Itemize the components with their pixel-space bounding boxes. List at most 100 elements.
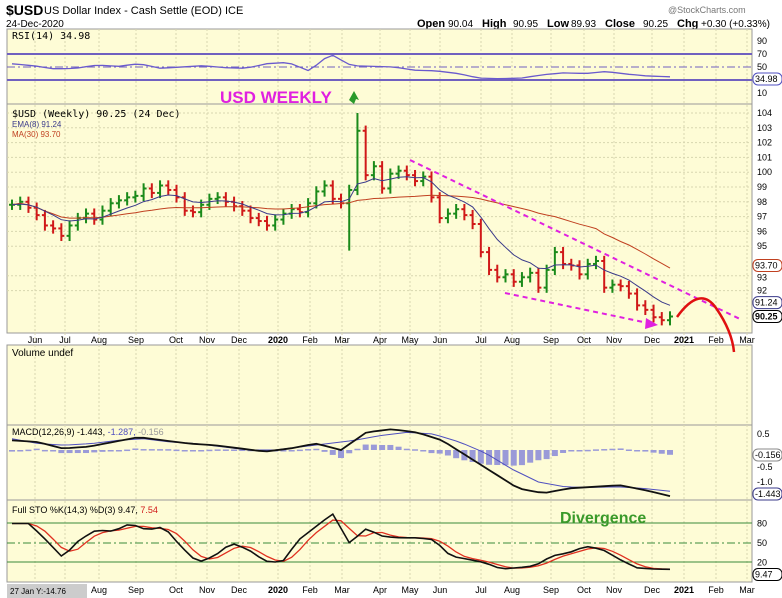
macd-histogram-bar xyxy=(33,448,40,451)
macd-histogram-bar xyxy=(667,450,673,455)
macd-histogram-bar xyxy=(494,450,501,465)
ohlc-bar xyxy=(148,183,155,199)
bottom-x-tick: Nov xyxy=(606,585,623,595)
macd-histogram-bar xyxy=(576,450,583,452)
rsi-tag: 34.98 xyxy=(755,74,778,84)
price-x-tick: 2020 xyxy=(268,335,288,345)
bottom-x-tick: Mar xyxy=(739,585,755,595)
ohlc-bar xyxy=(329,180,336,205)
sto-d-line xyxy=(12,519,671,570)
ohlc-bar xyxy=(91,208,98,225)
ema-label: EMA(8) 91.24 xyxy=(12,120,62,129)
axes: Jun Jul AugAugSepSepOctOctNovNovDecDec2020… xyxy=(7,36,782,598)
ohlc-bar xyxy=(107,198,114,216)
macd-y-tick: -1.0 xyxy=(757,477,773,487)
macd-histogram-bar xyxy=(17,450,24,452)
ohlc-bar xyxy=(650,304,657,323)
macd-histogram-bar xyxy=(288,450,295,452)
ohlc-bar xyxy=(634,288,641,311)
macd-histogram-bar xyxy=(338,450,344,458)
ohlc-bar xyxy=(518,272,525,287)
ohlc-bar xyxy=(494,264,501,283)
ohlc-key: Open xyxy=(417,18,445,30)
ohlc-bar xyxy=(420,171,427,187)
macd-histogram-bar xyxy=(58,450,65,454)
ohlc-bar xyxy=(461,204,468,221)
green-arrow-icon xyxy=(349,91,359,104)
macd-label-text: MACD(12,26,9) xyxy=(12,427,75,437)
macd-histogram-bar xyxy=(617,448,624,450)
bottom-x-tick: Jun xyxy=(433,585,448,595)
macd-value: -1.443, xyxy=(77,427,105,437)
rsi-tag-box xyxy=(752,72,782,86)
sto-tag: 9.47 xyxy=(755,570,773,580)
usd-weekly-annotation: USD WEEKLY xyxy=(220,88,332,107)
upper-trendline xyxy=(409,159,743,321)
ma-label: MA(30) 93.70 xyxy=(12,130,61,139)
macd-histogram-bar xyxy=(173,449,180,452)
price-x-tick: Jul xyxy=(59,335,71,345)
macd-histogram-bar xyxy=(74,450,81,454)
price-x-tick: Sep xyxy=(128,335,144,345)
ohlc-bar xyxy=(486,246,493,276)
magenta-arrowhead-icon xyxy=(645,318,658,329)
ema8-line xyxy=(11,176,671,306)
price-x-tick: Mar xyxy=(739,335,755,345)
macd-label: MACD(12,26,9) -1.443, -1.287, -0.156 xyxy=(12,427,164,437)
macd-histogram-bar xyxy=(584,449,591,452)
ohlc-bar xyxy=(428,171,435,203)
ohlc-bar xyxy=(584,258,591,280)
macd-histogram-bar xyxy=(453,450,460,459)
bottom-x-tick: Sep xyxy=(128,585,144,595)
macd-histogram-bar xyxy=(157,449,164,451)
price-x-tick: Jul xyxy=(475,335,487,345)
price-x-tick: Nov xyxy=(199,335,216,345)
macd-histogram-bar xyxy=(9,450,15,452)
ohlc-bar xyxy=(255,212,262,227)
rsi-y-tick: 90 xyxy=(757,36,767,46)
ohlc-bar xyxy=(543,264,550,293)
macd-histogram-bar xyxy=(518,450,525,466)
ohlc-bar xyxy=(58,223,65,242)
bottom-x-tick: May xyxy=(401,585,419,595)
price-x-tick: Aug xyxy=(91,335,107,345)
gridlines xyxy=(7,29,752,582)
sto-d-value: 7.54 xyxy=(140,505,158,515)
macd-histogram-bar xyxy=(477,450,484,464)
ohlc-key: Chg xyxy=(677,18,698,30)
ohlc-bar xyxy=(625,280,632,299)
macd-histogram-bar xyxy=(543,450,550,460)
sto-label: Full STO %K(14,3) %D(3) 9.47, 7.54 xyxy=(12,505,158,515)
sto-y-tick: 20 xyxy=(757,558,767,568)
price-y-tick: 99 xyxy=(757,182,767,192)
macd-signal-value: -1.287, xyxy=(108,427,136,437)
price-x-tick: Aug xyxy=(504,335,520,345)
macd-histogram-bar xyxy=(444,450,451,456)
macd-histogram-bar xyxy=(140,449,147,451)
ohlc-bar xyxy=(510,269,517,287)
price-y-tick: 103 xyxy=(757,123,772,133)
ohlc-bar xyxy=(354,113,361,196)
close-tag: 90.25 xyxy=(755,312,778,322)
macd-histogram-bar xyxy=(115,450,122,452)
ma-tag-box xyxy=(752,258,782,272)
ohlc-bar xyxy=(115,195,122,209)
ohlc-bar xyxy=(99,205,106,225)
price-y-tick: 97 xyxy=(757,212,767,222)
price-x-tick: Dec xyxy=(644,335,661,345)
macd-histogram-bar xyxy=(25,449,32,452)
price-x-tick: May xyxy=(401,335,419,345)
sto-y-tick: 50 xyxy=(757,538,767,548)
volume-label: Volume undef xyxy=(12,348,73,359)
ohlc-bar xyxy=(453,204,460,219)
macd-histogram-bar xyxy=(354,448,361,451)
ohlc-bar xyxy=(395,165,402,179)
watermark: @StockCharts.com xyxy=(668,5,746,15)
price-y-tick: 95 xyxy=(757,241,767,251)
sto-k-line xyxy=(12,512,671,571)
rsi-y-tick: 10 xyxy=(757,88,767,98)
macd-y-tick: 0.5 xyxy=(757,429,770,439)
ohlc-key: Low xyxy=(547,18,569,30)
macd-histogram-bar xyxy=(148,449,155,451)
